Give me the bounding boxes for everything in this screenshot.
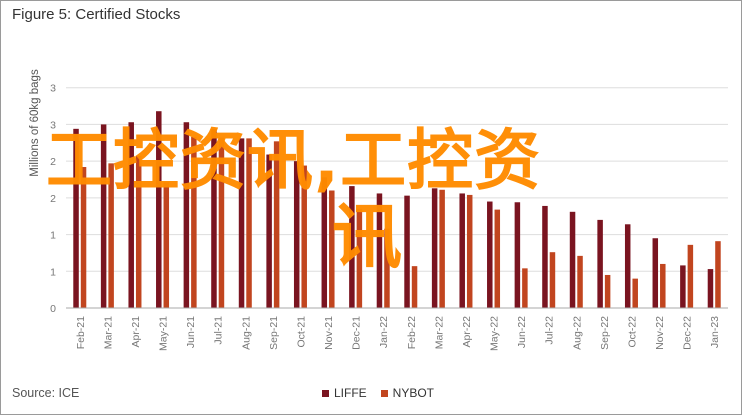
bar-nybot-may-21 (163, 182, 170, 308)
bar-nybot-aug-22 (577, 255, 583, 308)
bar-nybot-mar-22 (439, 189, 445, 308)
bar-nybot-dec-22 (687, 244, 694, 308)
x-tick-label: Nov-22 (654, 316, 666, 350)
bar-liffe-may-22 (487, 201, 493, 308)
y-tick-label: 2 (50, 156, 56, 168)
legend-item-nybot: NYBOT (380, 386, 435, 400)
bar-liffe-nov-21 (321, 177, 328, 308)
x-tick-label: Oct-21 (296, 316, 308, 348)
chart-title: Figure 5: Certified Stocks (12, 6, 181, 23)
bar-nybot-oct-21 (301, 165, 307, 308)
bar-liffe-dec-22 (680, 265, 686, 308)
x-tick-label: Feb-21 (75, 316, 87, 349)
bar-liffe-feb-21 (73, 128, 79, 308)
bar-nybot-nov-21 (329, 190, 335, 308)
bars (73, 111, 721, 309)
x-tick-label: Nov-21 (323, 316, 335, 350)
bar-liffe-may-21 (156, 111, 162, 309)
bar-nybot-jul-21 (218, 137, 225, 308)
bar-nybot-dec-21 (356, 208, 363, 308)
legend-item-liffe: LIFFE (322, 386, 367, 400)
bar-nybot-jan-22 (384, 228, 390, 308)
bar-nybot-mar-21 (108, 163, 114, 308)
bar-nybot-oct-22 (632, 278, 638, 308)
bar-nybot-jun-21 (191, 136, 197, 308)
y-axis-label: Millions of 60kg bags (29, 69, 41, 177)
x-tick-label: Aug-21 (240, 316, 252, 350)
bar-nybot-sep-22 (604, 274, 611, 308)
bar-liffe-jan-22 (376, 193, 383, 308)
bar-liffe-dec-21 (349, 186, 355, 308)
x-tick-label: Feb-22 (406, 316, 418, 349)
bar-liffe-jul-22 (542, 205, 548, 308)
x-tick-label: Mar-22 (433, 316, 445, 349)
bar-liffe-apr-22 (459, 193, 465, 308)
bar-nybot-feb-21 (80, 167, 87, 308)
bar-nybot-apr-22 (466, 194, 473, 308)
bar-liffe-mar-21 (100, 124, 107, 309)
bar-nybot-jun-22 (522, 268, 528, 308)
x-tick-label: Sep-21 (268, 316, 280, 350)
x-tick-label: Jun-21 (185, 316, 197, 348)
bar-liffe-oct-21 (293, 161, 300, 308)
bar-liffe-jun-22 (514, 202, 521, 308)
x-tick-label: Jan-23 (709, 316, 721, 348)
x-tick-label: Aug-22 (571, 316, 583, 350)
y-tick-label: 0 (50, 303, 56, 315)
bar-liffe-mar-22 (431, 188, 438, 308)
bar-nybot-apr-21 (135, 156, 142, 308)
legend-label-liffe: LIFFE (334, 386, 367, 400)
y-tick-label: 3 (50, 119, 56, 131)
x-tick-label: Jun-22 (516, 316, 528, 348)
bar-liffe-sep-21 (266, 154, 272, 308)
legend-swatch-liffe (322, 389, 329, 397)
bar-liffe-feb-22 (404, 195, 410, 308)
bar-liffe-jan-23 (707, 269, 714, 308)
source-note: Source: ICE (12, 386, 80, 400)
bar-nybot-jul-22 (549, 252, 556, 308)
y-axis-tick-labels: 0 1 1 2 2 3 3 (50, 83, 56, 315)
y-tick-label: 3 (50, 83, 56, 95)
bar-liffe-aug-21 (238, 138, 245, 308)
x-tick-label: Dec-21 (351, 316, 363, 350)
legend: LIFFE NYBOT (322, 386, 448, 400)
x-tick-label: Jul-21 (213, 316, 225, 345)
bar-liffe-apr-21 (128, 122, 134, 308)
x-tick-label: May-21 (158, 316, 170, 351)
bar-nybot-feb-22 (411, 266, 418, 308)
bar-liffe-aug-22 (569, 211, 576, 308)
x-tick-label: Jul-22 (544, 316, 556, 345)
bar-liffe-oct-22 (624, 224, 631, 308)
x-tick-label: Apr-22 (461, 316, 473, 348)
x-axis-tick-labels: Feb-21 Mar-21 Apr-21 May-21 Jun-21 Jul-21 Aug-… (75, 316, 721, 351)
gridlines (66, 87, 728, 272)
y-tick-label: 1 (50, 266, 56, 278)
x-tick-label: Mar-21 (102, 316, 114, 349)
x-tick-label: Oct-22 (627, 316, 639, 348)
bar-liffe-sep-22 (597, 219, 603, 308)
bar-nybot-jan-23 (715, 241, 721, 308)
legend-label-nybot: NYBOT (392, 386, 435, 400)
bar-nybot-aug-21 (246, 138, 252, 308)
y-tick-label: 1 (50, 230, 56, 242)
bar-liffe-jun-21 (183, 122, 190, 308)
bar-liffe-nov-22 (652, 238, 659, 308)
x-tick-label: Sep-22 (599, 316, 611, 350)
bar-liffe-jul-21 (211, 128, 217, 308)
legend-swatch-nybot (380, 389, 388, 397)
x-tick-label: Dec-22 (682, 316, 694, 350)
y-tick-label: 2 (50, 193, 56, 205)
bar-nybot-may-22 (494, 209, 501, 308)
x-tick-label: Jan-22 (378, 316, 390, 348)
x-tick-label: May-22 (489, 316, 501, 351)
bar-nybot-sep-21 (273, 141, 280, 308)
x-tick-label: Apr-21 (130, 316, 142, 348)
bar-nybot-nov-22 (660, 263, 666, 308)
